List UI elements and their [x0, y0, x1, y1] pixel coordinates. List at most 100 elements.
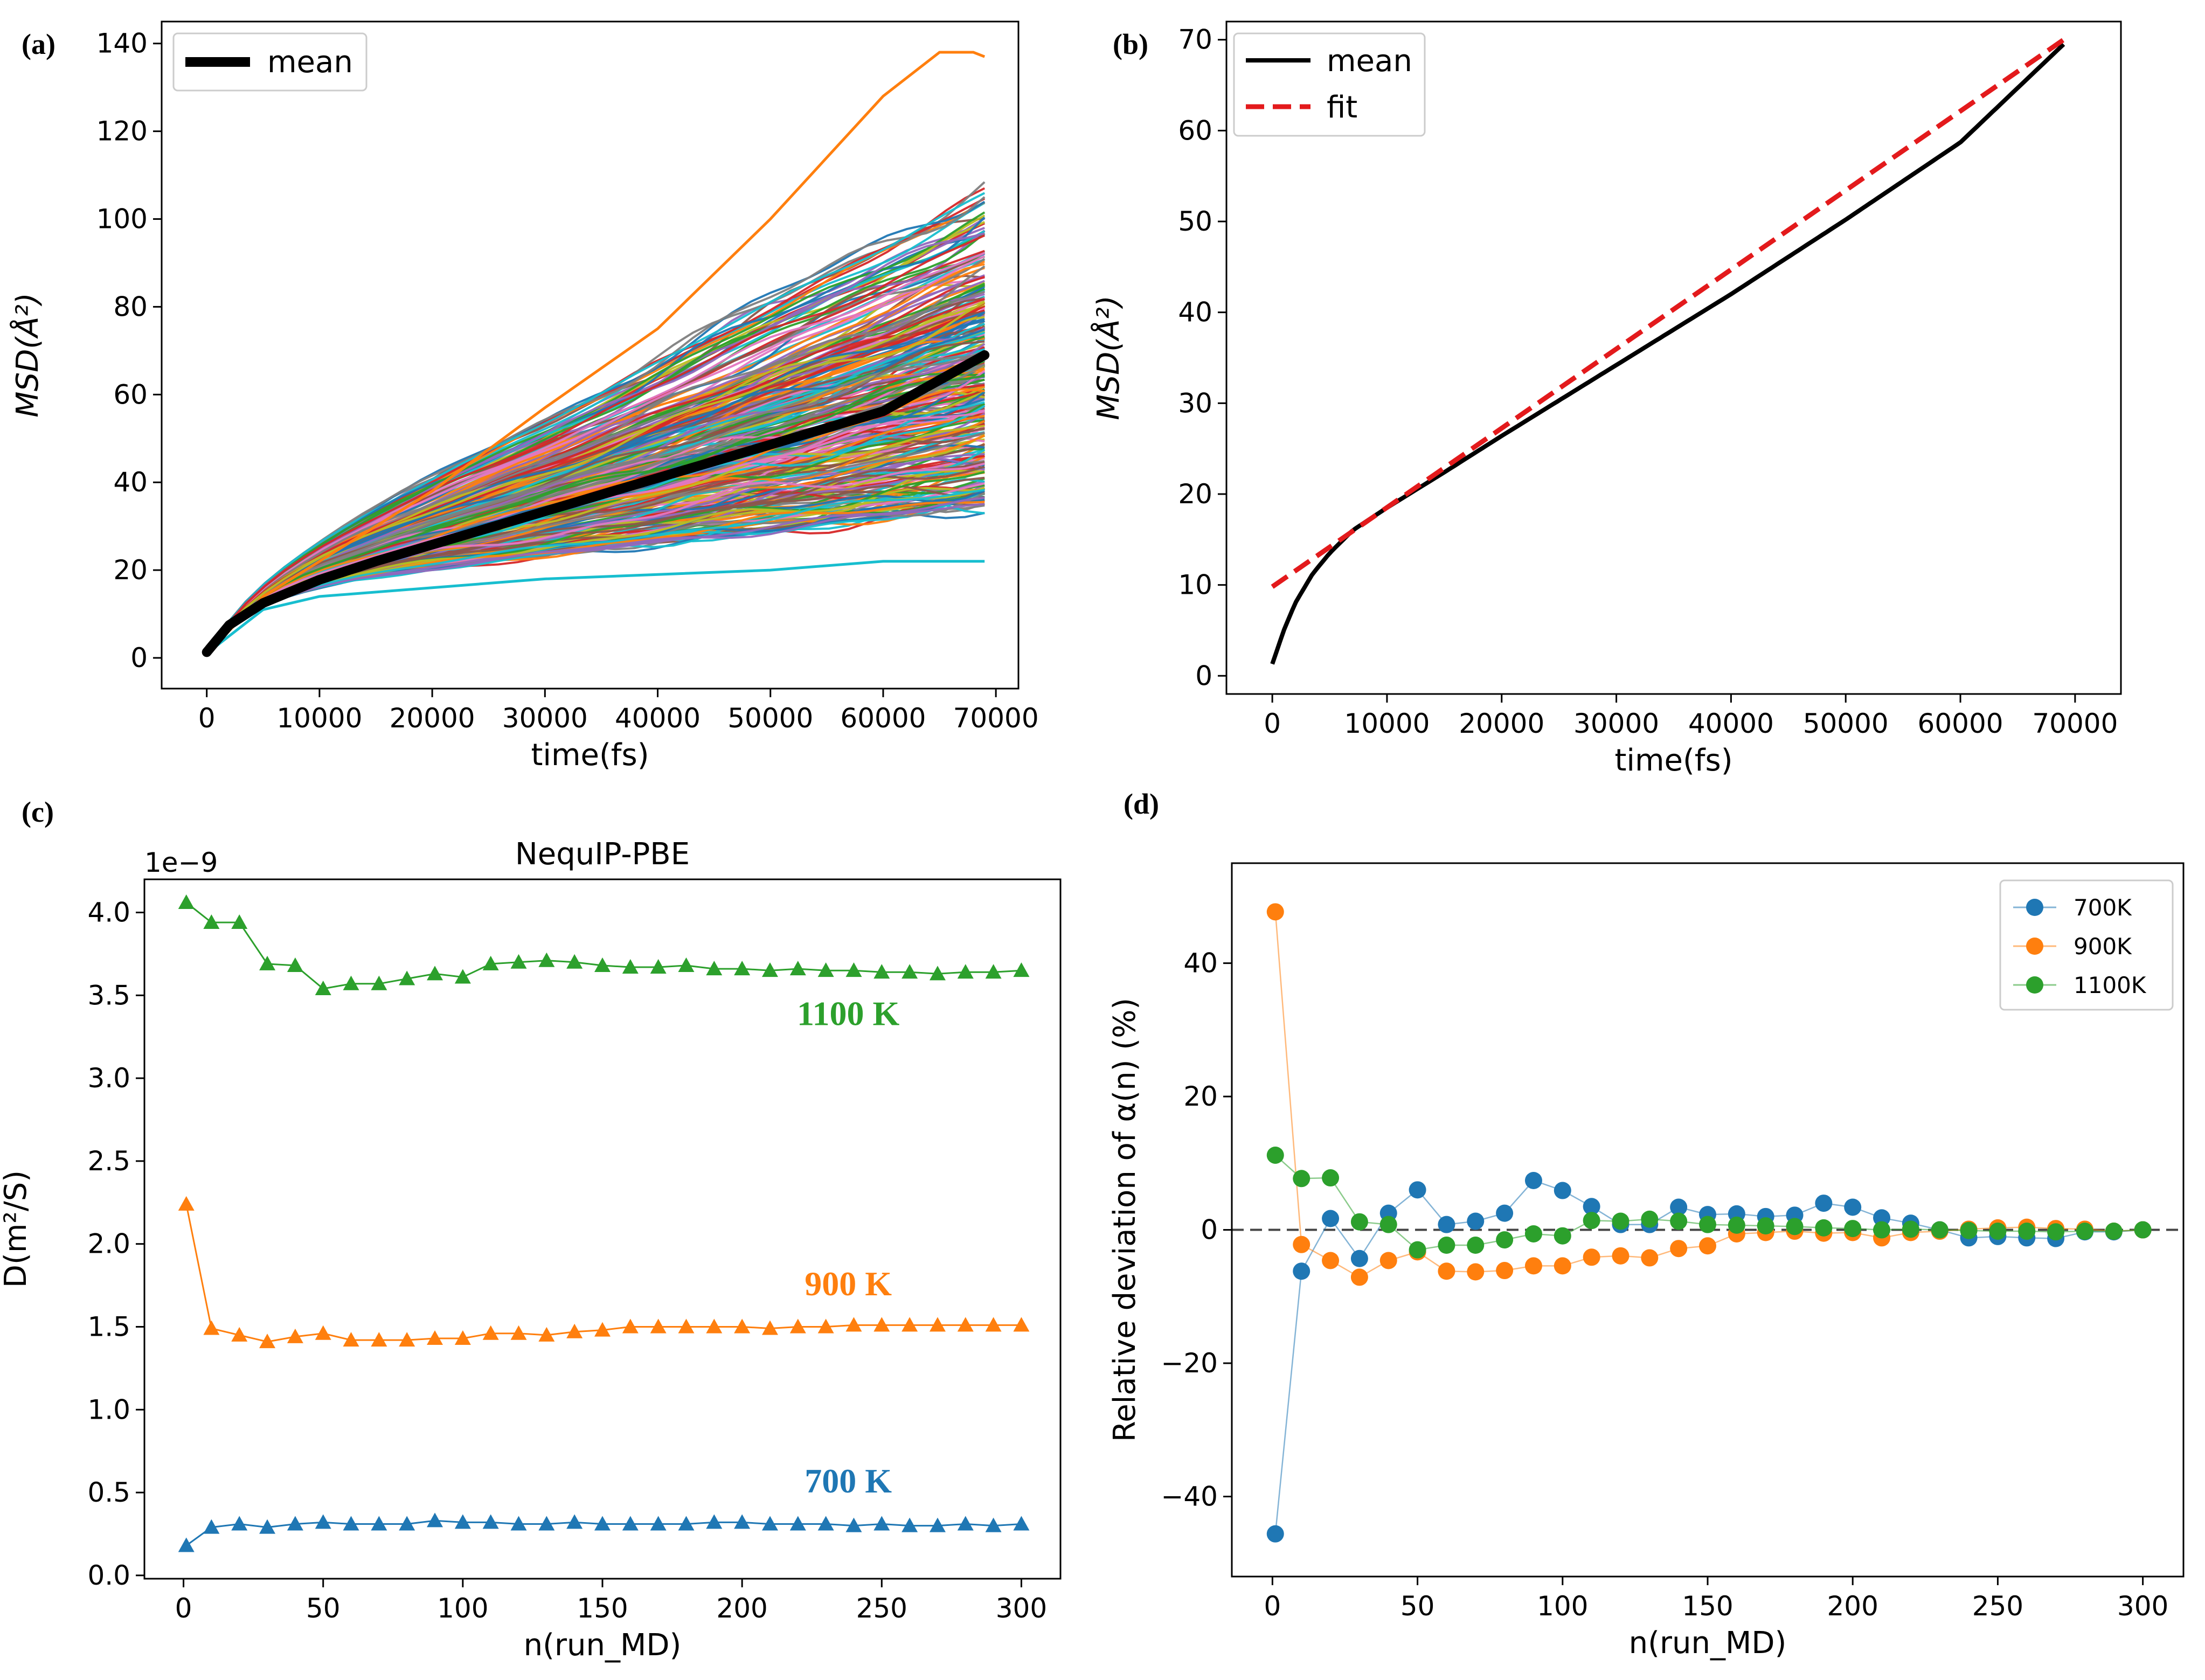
data-point: [454, 1514, 471, 1529]
y-axis-label: MSD(Å²): [1091, 295, 1126, 420]
data-point: [817, 1318, 834, 1334]
data-point: [1350, 1213, 1368, 1231]
data-point: [203, 1320, 220, 1335]
y-tick-label: 70: [1178, 24, 1212, 55]
run-line: [206, 363, 986, 655]
data-point: [1293, 1235, 1310, 1253]
data-point: [371, 1332, 387, 1347]
data-point: [1013, 1317, 1030, 1332]
data-point: [1409, 1181, 1426, 1199]
y-tick-label: 20: [1178, 478, 1212, 510]
data-point: [399, 1516, 415, 1531]
legend: mean fit: [1233, 32, 1426, 137]
data-point: [510, 1325, 527, 1340]
data-point: [538, 952, 555, 967]
y-tick-label: −40: [1161, 1481, 1218, 1512]
y-tick-label: −20: [1161, 1348, 1218, 1379]
x-tick-label: 70000: [2032, 708, 2118, 739]
y-tick-label: 0.5: [87, 1477, 130, 1508]
data-point: [1496, 1231, 1514, 1249]
data-point: [1524, 1257, 1542, 1275]
data-point: [873, 964, 890, 979]
x-tick-label: 200: [716, 1593, 767, 1624]
data-point: [178, 894, 195, 910]
x-tick-label: 20000: [390, 703, 475, 734]
data-point: [2134, 1221, 2152, 1239]
data-point: [789, 1516, 806, 1531]
data-point: [566, 1514, 583, 1529]
data-point: [706, 961, 723, 976]
panel-label-a: (a): [22, 28, 56, 60]
data-point: [1583, 1198, 1600, 1216]
data-point: [2018, 1223, 2036, 1240]
data-point: [1293, 1170, 1310, 1188]
y-tick-label: 60: [1178, 115, 1212, 146]
legend-swatch-marker: [2026, 938, 2043, 955]
data-point: [1266, 903, 1284, 921]
run-line: [206, 340, 985, 655]
data-point: [706, 1514, 723, 1529]
panel-label-d: (d): [1124, 788, 1159, 820]
data-point: [1931, 1221, 1949, 1239]
data-point: [510, 1516, 527, 1531]
data-point: [1322, 1252, 1340, 1269]
series-line: [185, 901, 1022, 990]
legend: mean: [172, 32, 368, 92]
y-tick-label: 2.5: [87, 1146, 130, 1177]
run-line: [206, 276, 985, 654]
data-point: [231, 1516, 248, 1531]
legend-box: [172, 32, 368, 92]
data-point: [231, 1327, 248, 1342]
data-point: [1583, 1248, 1600, 1266]
run-line: [206, 374, 985, 655]
plot-frame: [161, 20, 1020, 690]
data-point: [1757, 1217, 1774, 1235]
data-point: [734, 1318, 751, 1334]
x-tick-label: 10000: [1344, 708, 1430, 739]
data-point: [594, 1322, 611, 1337]
data-point: [845, 1317, 862, 1332]
data-point: [343, 1332, 359, 1347]
x-tick-label: 0: [1264, 708, 1281, 739]
panel-label-c: (c): [22, 796, 54, 828]
data-point: [2105, 1223, 2123, 1240]
data-point: [1612, 1212, 1630, 1230]
panel-c-diffusion: 1100 K 900 K 700 K 0 50 100 150 200 250 300 0.0 0.5…: [0, 837, 1062, 1663]
x-axis-label: time(fs): [531, 738, 649, 773]
series-annotation: 1100 K: [797, 995, 899, 1033]
x-tick-label: 300: [2117, 1591, 2168, 1622]
y-tick-label: 20: [113, 554, 148, 586]
x-tick-label: 40000: [615, 703, 701, 734]
data-point: [1379, 1252, 1397, 1269]
y-tick-label: 1.0: [87, 1394, 130, 1425]
data-point: [371, 1516, 387, 1531]
x-tick-label: 150: [1682, 1591, 1733, 1622]
x-tick-label: 50: [1400, 1591, 1435, 1622]
data-point: [845, 962, 862, 977]
data-point: [259, 1334, 276, 1349]
data-point: [1641, 1249, 1659, 1267]
data-point: [734, 961, 751, 976]
mean-line: [202, 350, 990, 657]
legend-swatch-marker: [2026, 976, 2043, 994]
data-point: [178, 1196, 195, 1211]
data-point: [985, 1317, 1002, 1332]
data-point: [371, 975, 387, 990]
data-point: [1013, 1516, 1030, 1531]
x-tick-label: 250: [856, 1593, 907, 1624]
run-line: [206, 265, 986, 654]
y-tick-label: 40: [1183, 948, 1218, 979]
data-point: [845, 1517, 862, 1532]
series-annotation: 700 K: [805, 1462, 892, 1500]
data-point: [1670, 1198, 1688, 1216]
x-tick-label: 40000: [1688, 708, 1774, 739]
legend-label: 1100K: [2074, 972, 2147, 998]
data-point: [343, 1516, 359, 1531]
data-point: [538, 1327, 555, 1342]
data-point: [1873, 1221, 1891, 1239]
x-axis-label: time(fs): [1614, 743, 1732, 778]
data-point: [1496, 1262, 1514, 1280]
data-point: [259, 955, 276, 970]
data-point: [178, 1537, 195, 1552]
